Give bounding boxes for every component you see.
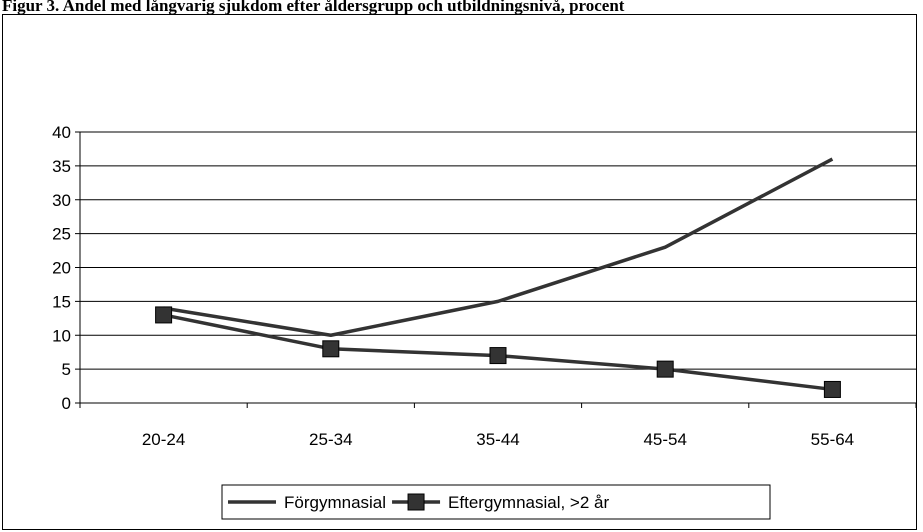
page-title: Figur 3. Andel med långvarig sjukdom eft… — [2, 0, 625, 15]
chart-frame — [2, 14, 917, 530]
data-point — [155, 306, 173, 324]
y-tick-label: 20 — [52, 259, 71, 278]
legend-label: Eftergymnasial, >2 år — [448, 493, 609, 512]
series-0 — [163, 157, 834, 337]
legend-label: Förgymnasial — [284, 493, 386, 512]
y-tick-label: 5 — [62, 360, 71, 379]
x-tick-label: 20-24 — [142, 430, 185, 449]
y-tick-label: 40 — [52, 123, 71, 142]
data-point — [656, 360, 674, 378]
axes — [75, 131, 917, 408]
x-tick-labels: 20-24 25-34 35-44 45-54 55-64 — [142, 430, 854, 449]
x-tick-label: 35-44 — [476, 430, 519, 449]
y-tick-label: 15 — [52, 292, 71, 311]
x-tick-label: 55-64 — [811, 430, 854, 449]
legend: Förgymnasial Eftergymnasial, >2 år — [221, 484, 771, 520]
data-point — [322, 340, 340, 358]
legend-swatch-marker — [407, 493, 425, 511]
legend-item-1: Eftergymnasial, >2 år — [392, 493, 609, 512]
series-1 — [155, 306, 841, 398]
data-point — [823, 380, 841, 398]
y-tick-label: 0 — [62, 394, 71, 413]
series-line — [163, 157, 834, 337]
legend-item-0: Förgymnasial — [228, 493, 386, 512]
x-tick-label: 25-34 — [309, 430, 352, 449]
y-tick-label: 35 — [52, 157, 71, 176]
legend-box — [221, 484, 771, 520]
y-tick-label: 25 — [52, 225, 71, 244]
y-tick-label: 10 — [52, 326, 71, 345]
gridlines — [80, 131, 916, 370]
y-tick-labels: 0 5 10 15 20 25 30 35 40 — [52, 123, 71, 413]
y-tick-label: 30 — [52, 191, 71, 210]
data-point — [489, 347, 507, 365]
series-lines — [155, 157, 841, 398]
x-tick-label: 45-54 — [643, 430, 686, 449]
